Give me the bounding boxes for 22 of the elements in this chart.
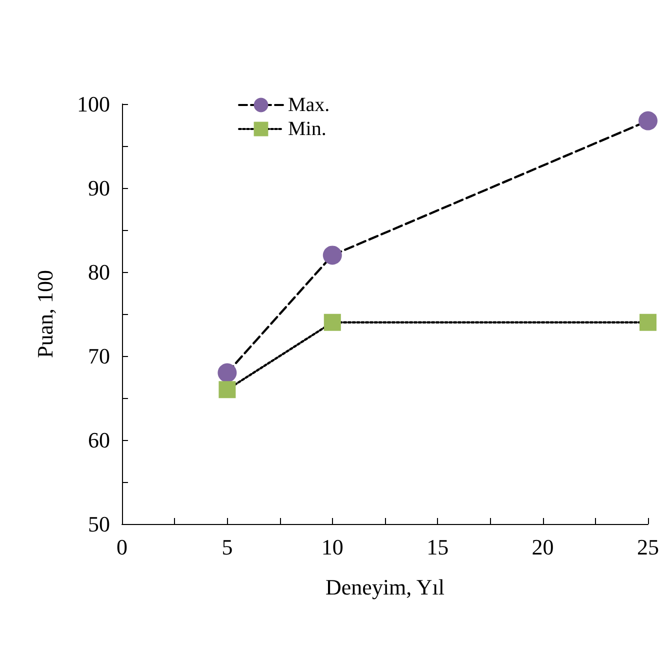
y-tick-label: 70: [88, 344, 110, 368]
x-tick-label: 10: [321, 534, 344, 560]
point: [218, 381, 236, 398]
x-tick-label: 25: [637, 534, 659, 560]
y-tick-label: 60: [88, 428, 110, 452]
y-tick-label: 80: [88, 260, 110, 284]
point: [640, 314, 656, 331]
legend-label: Max.: [288, 94, 330, 116]
y-tick-label: 100: [77, 92, 110, 116]
y-axis-title: Puan, 100: [32, 270, 58, 358]
x-tick-label: 0: [116, 534, 128, 560]
x-tick-label: 20: [532, 534, 554, 560]
legend-label: Min.: [288, 118, 326, 140]
point: [324, 314, 341, 331]
x-axis-title: Deneyim, Yıl: [326, 574, 444, 600]
point: [322, 246, 342, 265]
y-tick-label: 90: [88, 176, 110, 200]
x-tick-label: 15: [426, 534, 449, 560]
y-tick-label: 50: [88, 512, 110, 536]
point: [638, 111, 658, 130]
point: [218, 363, 237, 382]
x-tick-label: 5: [222, 534, 233, 560]
